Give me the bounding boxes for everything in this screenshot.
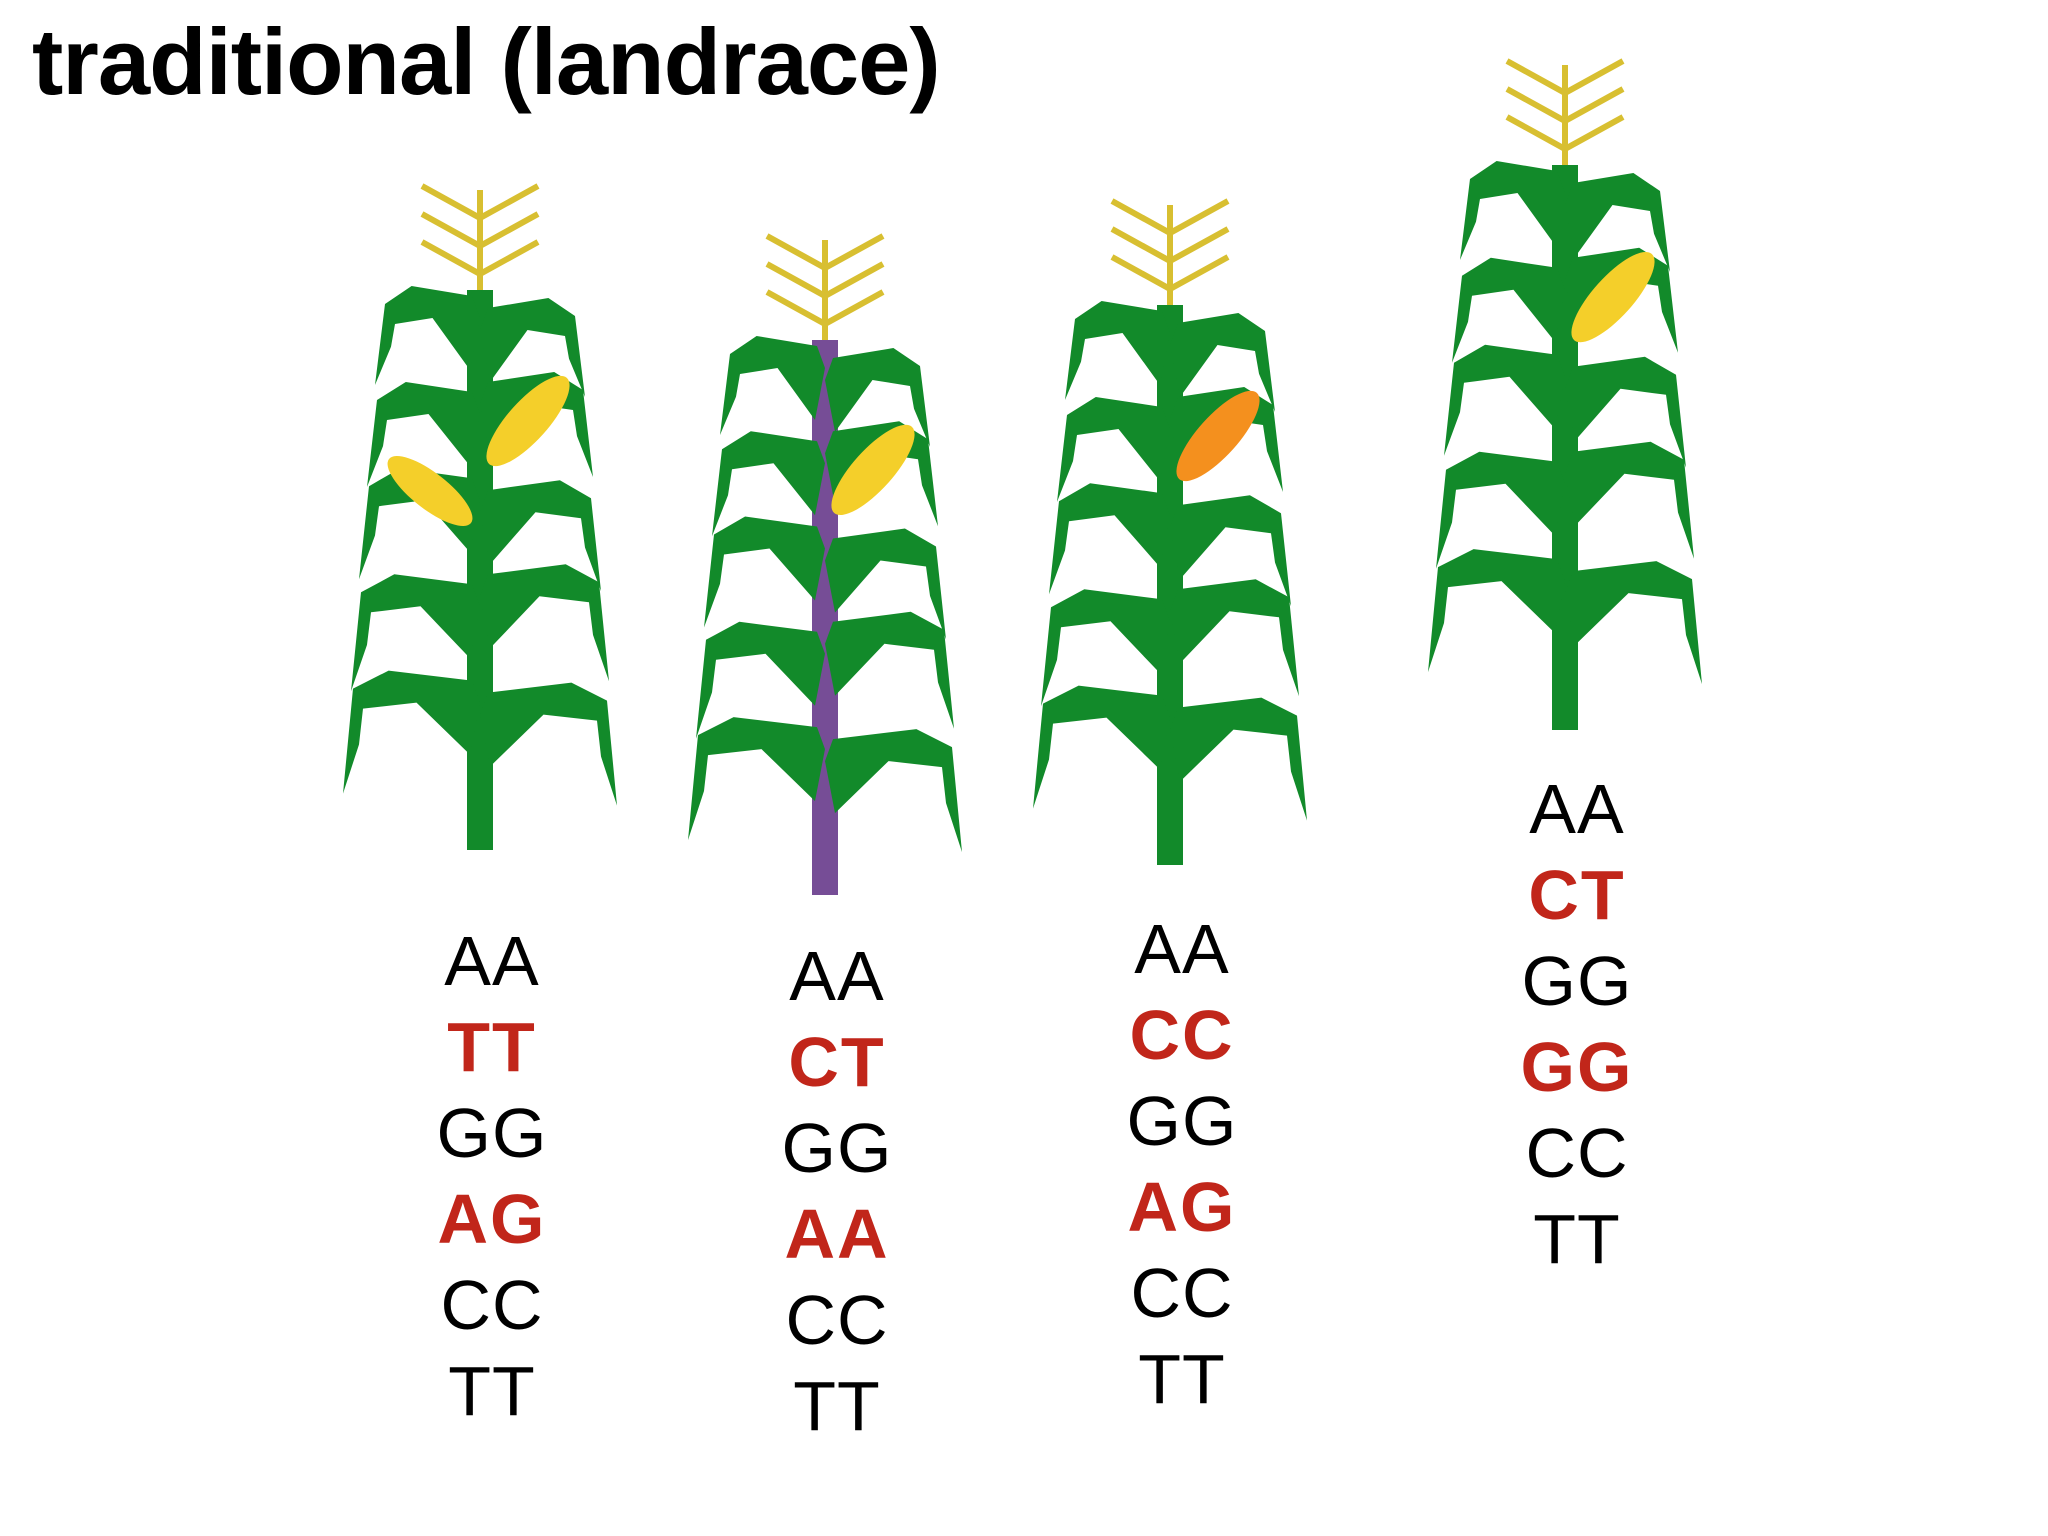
genotype-locus-5: CC — [785, 1281, 889, 1359]
leaf-left — [1065, 301, 1170, 400]
leaf-left — [367, 382, 480, 487]
leaf-right — [1170, 697, 1307, 821]
leaf-right — [825, 729, 962, 853]
corn-plant-1 — [343, 183, 617, 850]
genotype-list-plant-3: AA CC GG AG CC TT — [1082, 906, 1282, 1422]
genotype-locus-1: AA — [789, 937, 885, 1015]
leaf-left — [1460, 161, 1565, 260]
genotype-list-plant-1: AA TT GG AG CC TT — [392, 918, 592, 1434]
genotype-locus-3: GG — [781, 1109, 893, 1187]
genotype-locus-2: TT — [447, 1008, 537, 1086]
leaf-left — [1049, 483, 1170, 595]
corn-plant-4 — [1428, 58, 1702, 730]
genotype-locus-3: GG — [436, 1094, 548, 1172]
genotype-locus-4: GG — [1520, 1028, 1634, 1106]
genotype-locus-1: AA — [1134, 910, 1230, 988]
leaf-left — [1428, 549, 1565, 673]
leaf-left — [1444, 344, 1565, 456]
genotype-list-plant-4: AA CT GG GG CC TT — [1477, 766, 1677, 1282]
corn-plant-3 — [1033, 198, 1307, 865]
leaf-right — [1565, 441, 1694, 559]
genotype-locus-2: CC — [1129, 996, 1235, 1074]
leaf-left — [343, 670, 480, 794]
leaf-left — [1452, 257, 1565, 363]
genotype-locus-2: CT — [788, 1023, 886, 1101]
corn-cob-icon — [1176, 390, 1260, 482]
leaf-right — [480, 682, 617, 806]
genotype-locus-2: CT — [1528, 856, 1626, 934]
leaf-left — [712, 431, 825, 537]
genotype-locus-5: CC — [1525, 1114, 1629, 1192]
leaf-right — [480, 298, 585, 397]
leaf-right — [1565, 561, 1702, 685]
page-title: traditional (landrace) — [32, 9, 941, 114]
leaf-left — [696, 621, 825, 739]
leaf-left — [1033, 685, 1170, 809]
genotype-locus-3: GG — [1521, 942, 1633, 1020]
leaf-left — [1041, 589, 1170, 707]
leaf-right — [1565, 173, 1670, 272]
leaf-right — [1170, 579, 1299, 697]
tassel-icon — [765, 233, 885, 360]
genotype-locus-5: CC — [1130, 1254, 1234, 1332]
leaf-right — [1170, 313, 1275, 412]
leaf-right — [480, 564, 609, 682]
corn-cob-icon — [486, 375, 570, 467]
genotype-locus-6: TT — [793, 1367, 881, 1445]
leaf-left — [375, 286, 480, 385]
genotype-list-plant-2: AA CT GG AA CC TT — [737, 933, 937, 1449]
genotype-locus-5: CC — [440, 1266, 544, 1344]
leaf-right — [825, 348, 930, 447]
corn-plant-2 — [688, 233, 962, 895]
genotype-locus-6: TT — [1138, 1340, 1226, 1418]
corn-cob-icon — [1571, 251, 1655, 343]
leaf-right — [825, 528, 946, 640]
genotype-locus-6: TT — [1533, 1200, 1621, 1278]
genotype-locus-1: AA — [444, 922, 540, 1000]
leaf-left — [1057, 397, 1170, 502]
leaf-right — [1565, 356, 1686, 468]
leaf-left — [1436, 451, 1565, 569]
genotype-locus-4: AA — [784, 1195, 890, 1273]
genotype-locus-1: AA — [1529, 770, 1625, 848]
genotype-locus-4: AG — [1127, 1168, 1237, 1246]
leaf-left — [688, 717, 825, 841]
corn-cob-icon — [831, 424, 915, 516]
corn-cob-icon — [387, 455, 473, 527]
leaf-left — [704, 516, 825, 628]
genotype-locus-4: AG — [437, 1180, 547, 1258]
leaf-left — [720, 336, 825, 435]
leaf-right — [1170, 495, 1291, 607]
leaf-right — [825, 611, 954, 729]
leaf-left — [351, 574, 480, 692]
tassel-icon — [420, 183, 540, 310]
genotype-locus-3: GG — [1126, 1082, 1238, 1160]
leaf-right — [480, 480, 601, 592]
genotype-locus-6: TT — [448, 1352, 536, 1430]
